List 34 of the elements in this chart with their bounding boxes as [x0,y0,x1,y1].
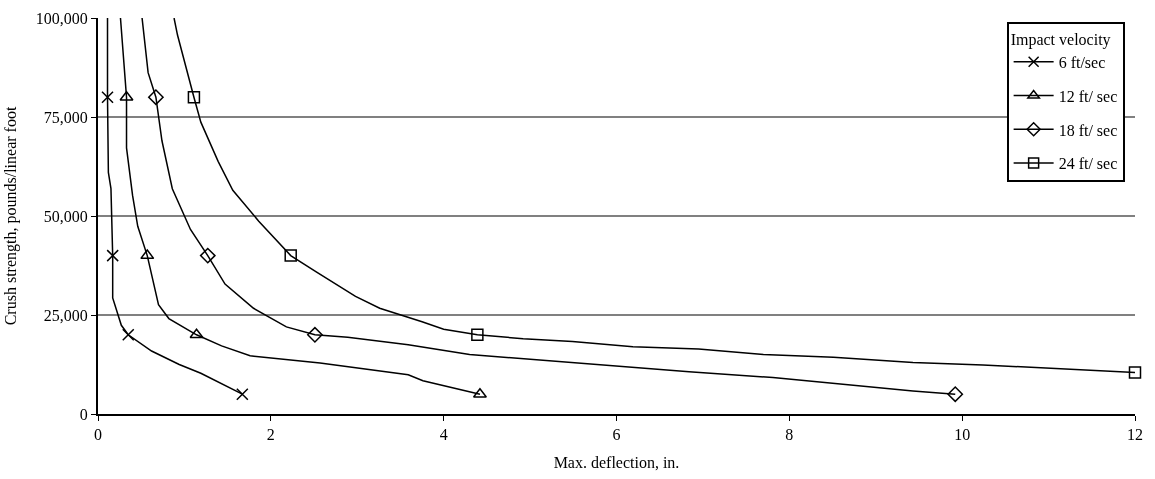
x-tick-label: 8 [785,426,794,444]
x-tick-label: 0 [94,426,102,444]
point [947,386,964,403]
point [106,249,119,262]
point [122,328,135,342]
point [187,90,201,104]
point [189,328,204,339]
legend-label: 24 ft/ sec [1058,155,1118,173]
point [1128,366,1142,379]
y-axis-title: Crush strength, pounds/linear foot [2,106,21,326]
point [148,89,164,106]
legend-title: Impact velocity [1010,30,1111,49]
y-tick-label: 50,000 [43,207,88,225]
y-tick-label: 25,000 [43,306,88,324]
legend-label: 12 ft/ sec [1058,87,1118,105]
point [307,326,323,343]
point [199,247,216,264]
x-tick-label: 6 [612,426,621,444]
x-tick-label: 4 [439,426,448,444]
legend-label: 18 ft/ sec [1058,121,1118,139]
point [236,387,249,401]
y-tick-label: 75,000 [43,108,88,126]
point [284,249,297,262]
legend-label: 6 ft/sec [1058,53,1106,71]
point [140,249,155,260]
x-tick-label: 10 [954,426,971,444]
x-tick-label: 2 [266,426,275,444]
y-tick-label: 0 [79,405,88,423]
point [471,328,484,342]
x-axis-title: Max. deflection, in. [553,454,680,472]
point [101,90,114,104]
x-tick-label: 12 [1127,426,1143,444]
point [119,90,134,101]
y-tick-label: 100,000 [35,9,88,27]
